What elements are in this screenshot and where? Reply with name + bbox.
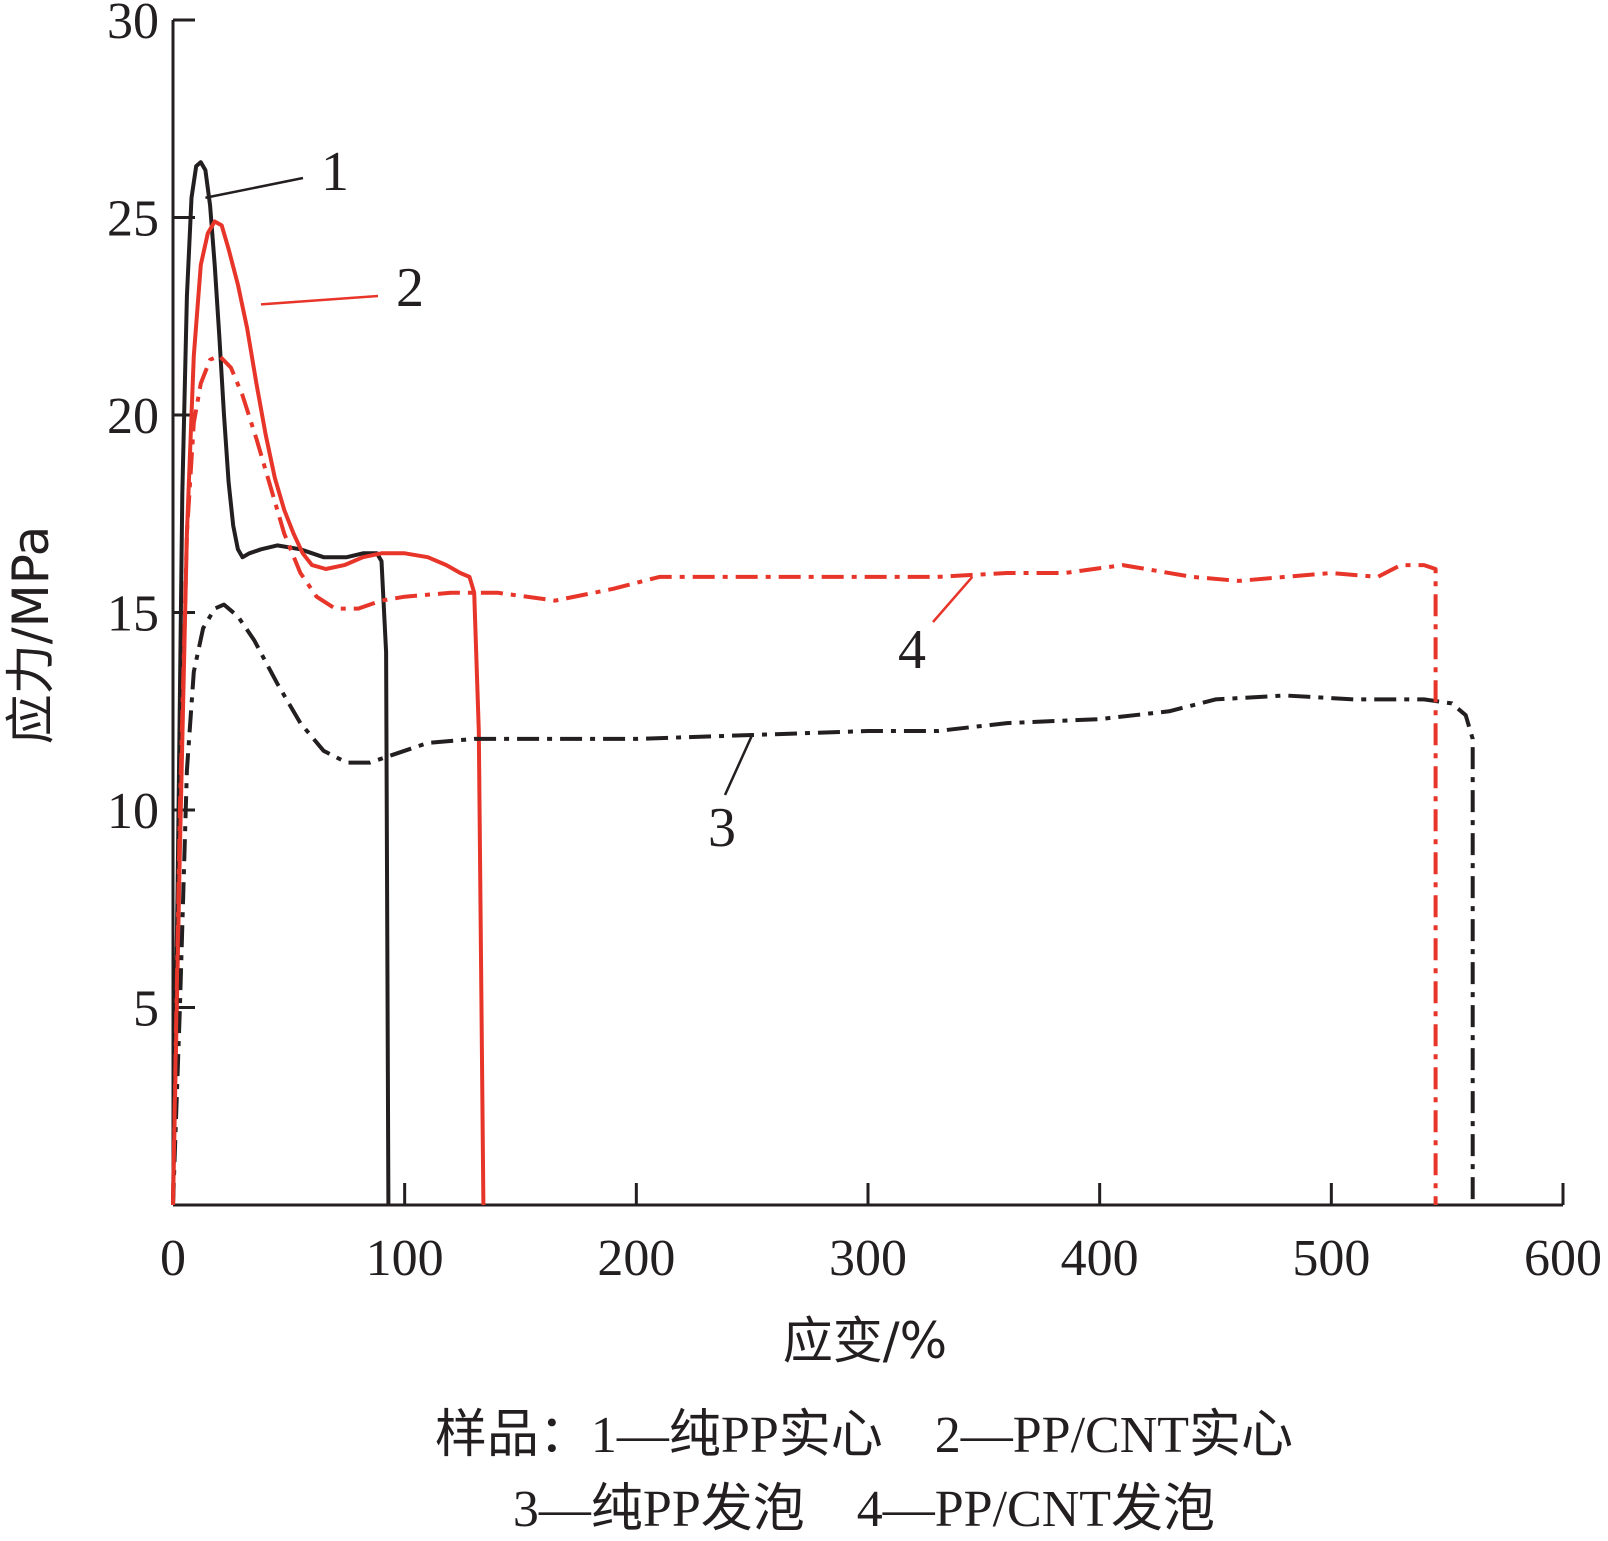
x-tick-label-100: 100	[366, 1230, 444, 1287]
curve-label-4: 4	[898, 619, 926, 681]
series-lines	[171, 160, 1475, 1206]
leader-line-4	[932, 576, 974, 623]
x-tick-label-200: 200	[597, 1230, 675, 1287]
curve-label-2: 2	[396, 257, 424, 319]
leader-line-2	[260, 294, 379, 306]
x-tick-label-0: 0	[160, 1230, 186, 1287]
curve-label-3: 3	[708, 797, 736, 859]
x-tick-label-300: 300	[829, 1230, 907, 1287]
x-tick-label-400: 400	[1061, 1230, 1139, 1287]
caption-line-2: 3—纯PP发泡 4—PP/CNT发泡	[512, 1481, 1216, 1538]
axes	[171, 20, 1563, 1207]
y-tick-label-5: 5	[133, 981, 159, 1038]
y-tick-label-30: 30	[107, 0, 159, 50]
y-tick-label-20: 20	[107, 388, 159, 445]
series-line-4	[171, 353, 1438, 1206]
annotation-labels: 12 3 4	[321, 141, 926, 859]
curve-label-1: 1	[321, 141, 349, 203]
leader-line-3	[723, 734, 754, 796]
annotation-leaders	[205, 176, 974, 796]
y-tick-label-25: 25	[107, 191, 159, 248]
y-tick-label-15: 15	[107, 586, 159, 643]
x-tick-label-600: 600	[1524, 1230, 1602, 1287]
tick-marks: 0 100 200 300 400 500 600 5 10 15 20 25 30	[107, 0, 1602, 1287]
series-line-3	[171, 602, 1475, 1206]
series-line-2	[171, 219, 486, 1206]
x-tick-label-500: 500	[1292, 1230, 1370, 1287]
y-axis-title: 应力/MPa	[2, 526, 60, 745]
x-axis-title: 应变/%	[783, 1312, 947, 1370]
caption-line-1: 样品：1—纯PP实心 2—PP/CNT实心	[434, 1407, 1294, 1464]
y-tick-label-10: 10	[107, 783, 159, 840]
leader-line-1	[205, 176, 304, 199]
series-line-1	[171, 160, 391, 1206]
